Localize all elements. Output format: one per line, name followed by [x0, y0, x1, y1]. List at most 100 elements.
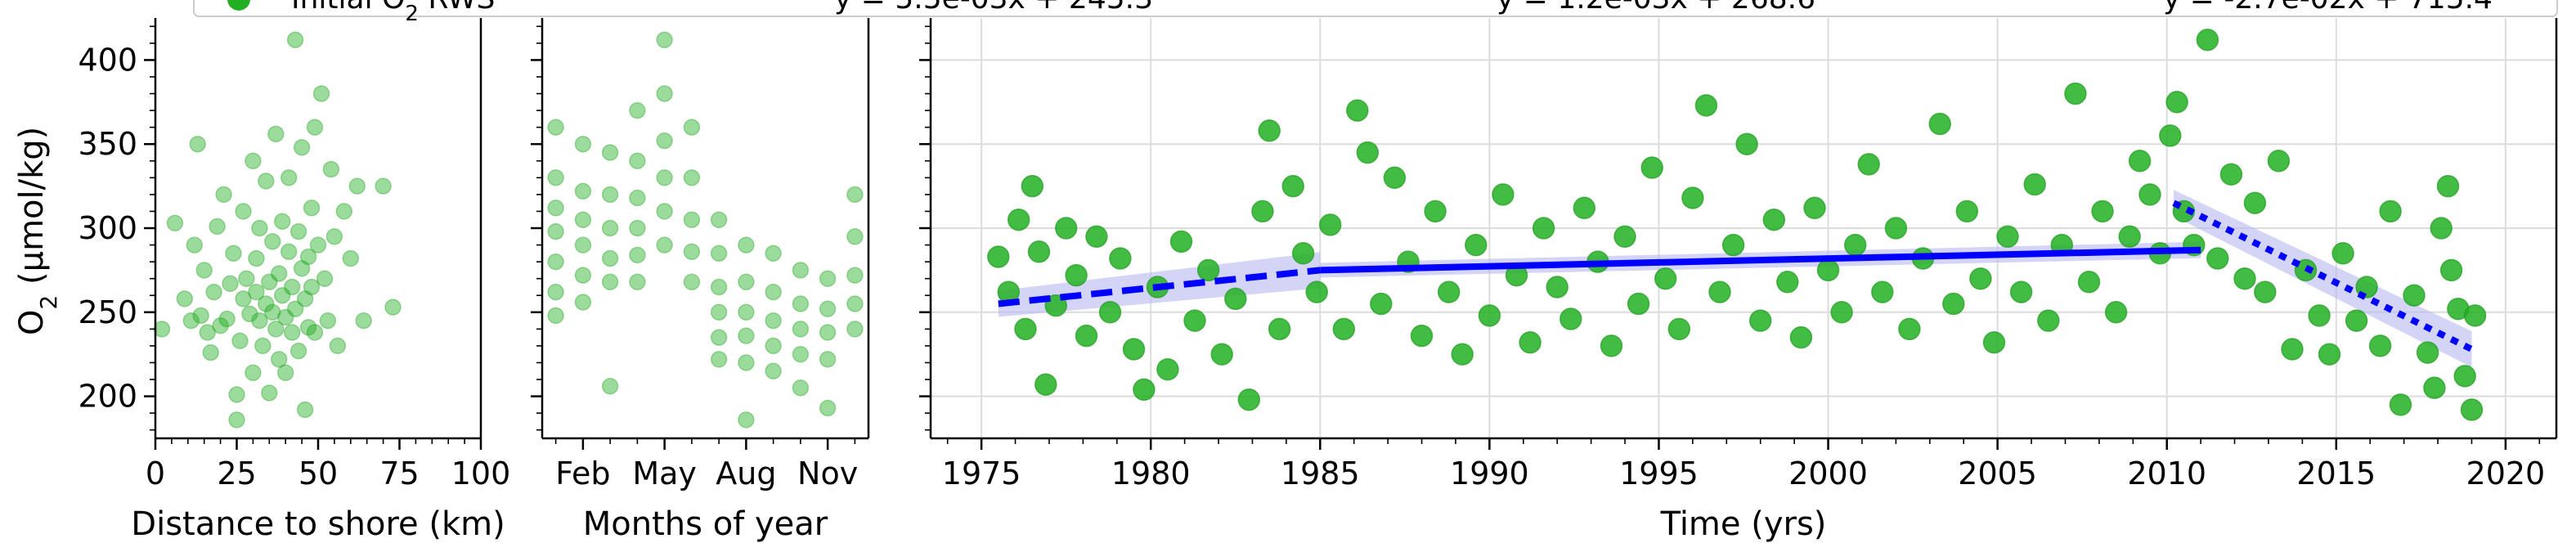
data-point [1884, 217, 1908, 240]
data-point [1789, 325, 1813, 349]
data-point [765, 245, 782, 263]
data-point [2091, 200, 2114, 223]
data-point [547, 222, 564, 240]
data-point [231, 332, 249, 350]
data-point [2138, 183, 2161, 206]
data-point [241, 305, 258, 323]
data-point [656, 31, 673, 48]
data-point [296, 290, 314, 307]
data-point [2463, 304, 2487, 327]
data-point [792, 321, 810, 338]
data-point [325, 228, 343, 245]
data-point [273, 286, 291, 304]
data-point [235, 203, 252, 220]
data-point [248, 283, 265, 301]
data-point [2281, 338, 2304, 361]
data-point [228, 386, 245, 403]
data-point [270, 351, 288, 368]
data-point [2159, 124, 2182, 147]
data-point [264, 303, 281, 321]
data-point [235, 290, 252, 307]
data-point [846, 228, 864, 245]
panels: 200 250 300 350 400 0 25 50 75 100 Distance to sho… [78, 18, 2558, 543]
data-point [683, 119, 701, 136]
data-point [355, 312, 372, 330]
data-point [2379, 200, 2402, 223]
data-point [384, 298, 402, 316]
data-point [176, 290, 194, 307]
x-axis-title: Months of year [583, 505, 828, 543]
data-point [601, 249, 619, 267]
data-point [846, 321, 864, 338]
data-point [1424, 200, 1447, 223]
data-point [342, 249, 360, 267]
trend-line-1 [998, 267, 1321, 307]
data-point [1654, 267, 1677, 290]
data-point [251, 219, 268, 237]
data-point [264, 233, 281, 250]
data-point [248, 249, 265, 267]
data-point [1383, 166, 1407, 190]
data-point [710, 329, 728, 346]
data-point [1122, 338, 1146, 361]
data-point [547, 119, 564, 136]
data-point [2460, 398, 2484, 421]
data-point [1519, 331, 1542, 354]
data-point [765, 362, 782, 380]
data-point [1410, 324, 1434, 348]
data-point [1332, 317, 1356, 341]
data-point [215, 186, 232, 204]
y-axis-title-sub: 2 [35, 295, 62, 310]
data-point [2389, 393, 2412, 416]
data-point [335, 203, 353, 220]
data-point [1034, 373, 1057, 396]
legend-eq-a: y = 5.5e-03x + 245.3 [834, 0, 1153, 16]
x-axis-title: Distance to shore (km) [131, 505, 505, 543]
x-tick-label: 100 [451, 456, 511, 491]
data-point [1871, 280, 1894, 303]
data-point [547, 253, 564, 271]
data-point [846, 295, 864, 312]
data-point [186, 236, 204, 254]
data-point [2128, 150, 2152, 173]
data-point [1546, 276, 1568, 298]
data-point [738, 303, 755, 321]
data-point [2254, 280, 2277, 303]
x-tick-label: May [632, 456, 697, 491]
x-tick-label: 2005 [1958, 456, 2037, 491]
data-point [316, 270, 334, 287]
x-tick-label: 2010 [2127, 456, 2206, 491]
data-point [629, 246, 646, 264]
data-point [1969, 267, 1992, 290]
data-point [1007, 208, 1030, 231]
data-point [710, 245, 728, 263]
data-point [601, 144, 619, 161]
data-point [267, 125, 285, 143]
data-point [2219, 163, 2243, 186]
data-point [738, 236, 755, 254]
data-point [2233, 267, 2256, 290]
legend-marker-label-sub: 2 [405, 2, 419, 26]
panel-3: 1975 1980 1985 1990 1995 2000 2005 2010 2015 2020… [919, 18, 2558, 543]
data-point [2009, 280, 2033, 303]
x-tick-label: 1980 [1111, 456, 1191, 491]
data-point [276, 364, 294, 382]
data-point [1942, 292, 1965, 316]
x-tick-label: 1985 [1281, 456, 1360, 491]
data-point [1857, 153, 1880, 176]
data-point [656, 169, 673, 186]
legend-frame [193, 0, 2558, 17]
data-point [289, 342, 307, 360]
data-point [574, 182, 592, 200]
x-tick-label: Nov [797, 456, 858, 491]
data-point [1560, 307, 1582, 330]
data-point [1613, 225, 1636, 249]
data-point [1492, 183, 1515, 206]
data-point [2077, 271, 2101, 294]
data-point [1955, 200, 1979, 223]
data-point [2064, 82, 2087, 105]
data-point [2318, 343, 2341, 366]
data-point [1803, 196, 1826, 220]
x-tick-label: Aug [716, 456, 776, 491]
